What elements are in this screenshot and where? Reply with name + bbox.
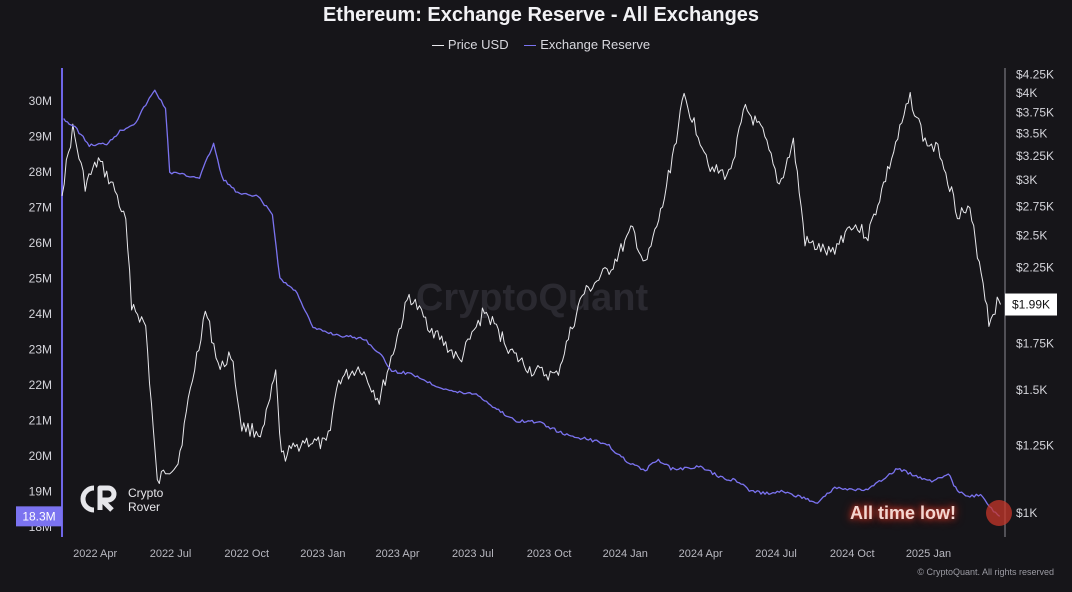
copyright-footer: © CryptoQuant. All rights reserved xyxy=(917,567,1054,577)
legend-swatch-reserve xyxy=(524,45,537,47)
y-right-tick-label: $3.5K xyxy=(1016,126,1047,140)
y-right-tick-label: $2.25K xyxy=(1016,260,1054,274)
y-right-tick-label: $1.75K xyxy=(1016,336,1054,350)
legend-label-price: Price USD xyxy=(447,37,509,52)
y-right-tick-label: $3K xyxy=(1016,173,1037,187)
y-right-tick-label: $1.25K xyxy=(1016,438,1054,452)
y-left-tick-label: 25M xyxy=(29,272,52,286)
y-right-tick-label: $2.5K xyxy=(1016,228,1047,242)
x-tick-label: 2025 Jan xyxy=(906,548,951,560)
chart-title: Ethereum: Exchange Reserve - All Exchang… xyxy=(322,4,760,26)
x-tick-label: 2024 Jul xyxy=(755,548,797,560)
y-right-tick-label: $4.25K xyxy=(1016,68,1054,82)
x-tick-label: 2023 Apr xyxy=(375,548,419,560)
y-left-tick-label: 22M xyxy=(29,378,52,392)
legend: Price USD Exchange Reserve xyxy=(0,37,1072,52)
x-tick-label: 2023 Oct xyxy=(527,548,572,560)
y-left-tick-label: 19M xyxy=(29,485,52,499)
y-right-tick-label: $3.75K xyxy=(1016,106,1054,120)
x-tick-label: 2024 Oct xyxy=(830,548,875,560)
price-current-badge-label: $1.99K xyxy=(1012,298,1050,312)
x-tick-label: 2022 Oct xyxy=(224,548,269,560)
logo-text-line-2: Rover xyxy=(128,500,161,514)
y-right-tick-label: $2.75K xyxy=(1016,200,1054,214)
y-right-tick-label: $1.5K xyxy=(1016,383,1047,397)
legend-item-reserve[interactable]: Exchange Reserve xyxy=(524,37,650,52)
y-left-tick-label: 30M xyxy=(29,94,52,108)
watermark-text: CryptoQuant xyxy=(416,277,649,319)
y-left-tick-label: 20M xyxy=(29,449,52,463)
price-current-badge xyxy=(1005,293,1057,316)
y-left-tick-label: 27M xyxy=(29,201,52,215)
y-left-tick-label: 23M xyxy=(29,343,52,357)
y-left-tick-label: 26M xyxy=(29,236,52,250)
y-right-tick-label: $4K xyxy=(1016,86,1037,100)
all-time-low-annotation: All time low! xyxy=(850,503,957,523)
crypto-rover-logo-text: Crypto Rover xyxy=(128,486,163,514)
reserve-current-badge-label: 18.3M xyxy=(22,509,55,523)
x-tick-label: 2024 Apr xyxy=(679,548,723,560)
logo-text-line-1: Crypto xyxy=(128,486,164,500)
all-time-low-marker xyxy=(986,500,1012,526)
x-tick-label: 2023 Jan xyxy=(300,548,345,560)
crypto-rover-logo: Crypto Rover xyxy=(80,484,200,520)
y-left-tick-label: 28M xyxy=(29,165,52,179)
price-usd-line xyxy=(61,92,1001,484)
x-tick-label: 2022 Apr xyxy=(73,548,117,560)
crypto-rover-logo-icon xyxy=(80,485,117,513)
x-tick-label: 2023 Jul xyxy=(452,548,494,560)
legend-item-price[interactable]: Price USD xyxy=(431,37,509,52)
y-left-tick-label: 24M xyxy=(29,307,52,321)
exchange-reserve-line xyxy=(63,89,1001,517)
y-left-tick-label: 21M xyxy=(29,414,52,428)
legend-label-reserve: Exchange Reserve xyxy=(540,37,651,52)
x-tick-label: 2022 Jul xyxy=(150,548,192,560)
y-right-tick-label: $1K xyxy=(1016,506,1037,520)
legend-swatch-price xyxy=(431,45,444,47)
y-right-tick-label: $3.25K xyxy=(1016,149,1054,163)
x-tick-label: 2024 Jan xyxy=(603,548,648,560)
y-left-tick-label: 29M xyxy=(29,130,52,144)
reserve-current-badge xyxy=(16,506,62,527)
